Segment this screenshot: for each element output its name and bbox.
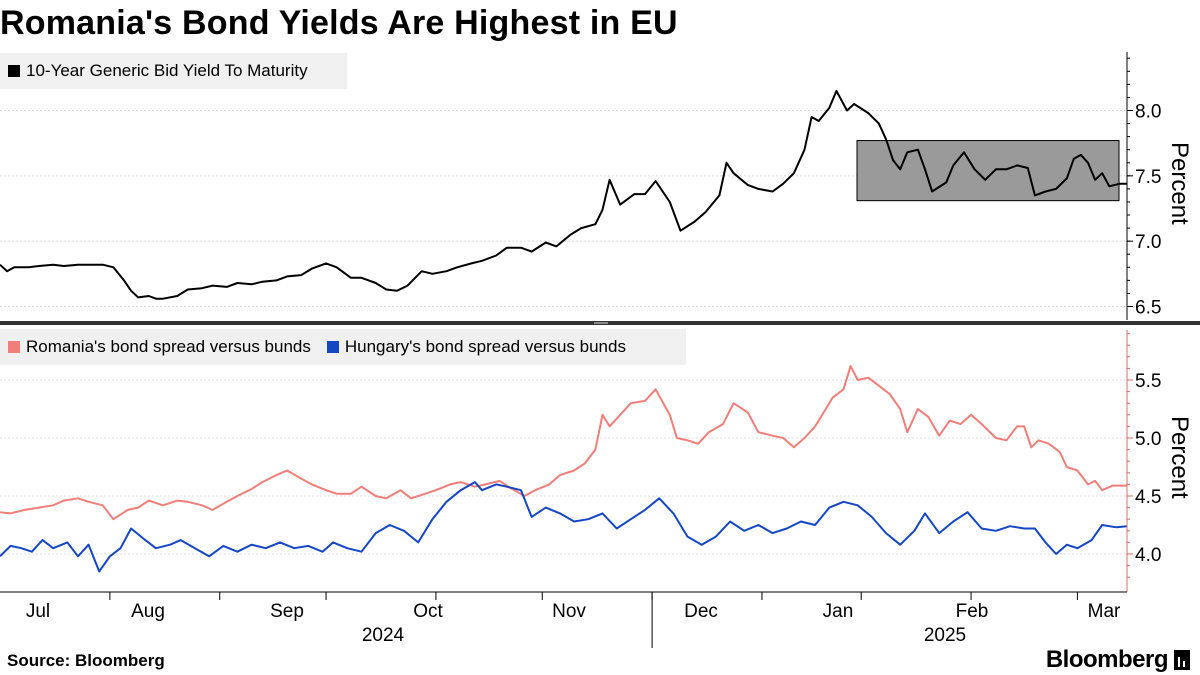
x-month-label: Oct xyxy=(413,601,443,622)
bloomberg-terminal-icon xyxy=(1174,650,1190,670)
x-year-label: 2025 xyxy=(924,625,966,646)
x-month-label: Jul xyxy=(26,601,50,622)
top-y-axis-label: Percent xyxy=(1166,142,1193,225)
legend-label-hungary: Hungary's bond spread versus bunds xyxy=(344,337,626,356)
x-axis: Jul Aug Sep Oct Nov Dec Jan Feb Mar 2024 2025 xyxy=(0,591,1127,648)
legend-swatch-yield xyxy=(8,65,20,77)
series-line-hungary-spread xyxy=(0,481,1128,573)
top-y-tick-label: 7.5 xyxy=(1135,167,1161,188)
legend-item-hungary: Hungary's bond spread versus bunds xyxy=(326,337,626,357)
bottom-y-axis-label: Percent xyxy=(1166,416,1193,499)
x-month-label: Jan xyxy=(823,601,854,622)
x-year-label: 2024 xyxy=(362,625,405,646)
source-note: Source: Bloomberg xyxy=(7,651,165,670)
brand-name: Bloomberg xyxy=(1045,646,1169,673)
bottom-legend: Romania's bond spread versus bunds Hunga… xyxy=(0,329,686,365)
bottom-y-tick-label: 5.5 xyxy=(1135,371,1161,392)
legend-swatch-hungary xyxy=(326,341,339,353)
bottom-y-tick-label: 4.5 xyxy=(1135,487,1161,508)
panel-divider-grip-icon[interactable] xyxy=(594,322,608,324)
legend-label-yield: 10-Year Generic Bid Yield To Maturity xyxy=(26,61,308,80)
legend-swatch-romania xyxy=(8,341,20,353)
x-month-label: Nov xyxy=(552,601,586,622)
x-month-label: Feb xyxy=(956,601,989,622)
highlight-box xyxy=(856,140,1120,202)
legend-item-romania: Romania's bond spread versus bunds xyxy=(8,337,311,357)
x-month-label: Dec xyxy=(684,601,718,622)
panel-divider[interactable] xyxy=(0,321,1200,325)
bottom-y-tick-label: 5.0 xyxy=(1135,429,1161,450)
series-line-10y-yield xyxy=(0,89,1127,300)
bottom-panel-gridlines xyxy=(0,379,1127,555)
top-legend: 10-Year Generic Bid Yield To Maturity xyxy=(0,53,347,89)
bottom-y-tick-label: 4.0 xyxy=(1135,545,1161,566)
series-line-romania-spread xyxy=(0,365,1127,521)
brand-logo: Bloomberg xyxy=(1046,646,1190,674)
legend-label-romania: Romania's bond spread versus bunds xyxy=(26,337,311,356)
x-month-label: Aug xyxy=(131,601,165,622)
top-panel-highlight xyxy=(856,140,1120,202)
top-y-tick-label: 6.5 xyxy=(1135,298,1161,319)
top-panel-gridlines xyxy=(0,110,1127,307)
x-month-label: Sep xyxy=(270,601,304,622)
x-month-label: Mar xyxy=(1088,601,1121,622)
legend-item-yield: 10-Year Generic Bid Yield To Maturity xyxy=(8,61,308,81)
bottom-panel-series xyxy=(0,365,1128,573)
bottom-panel-y-axis: 4.0 4.5 5.0 5.5 Percent xyxy=(1126,330,1193,592)
top-y-tick-label: 8.0 xyxy=(1135,102,1161,123)
top-y-tick-label: 7.0 xyxy=(1135,232,1161,253)
top-panel-series xyxy=(0,89,1127,300)
chart-title: Romania's Bond Yields Are Highest in EU xyxy=(0,4,678,42)
